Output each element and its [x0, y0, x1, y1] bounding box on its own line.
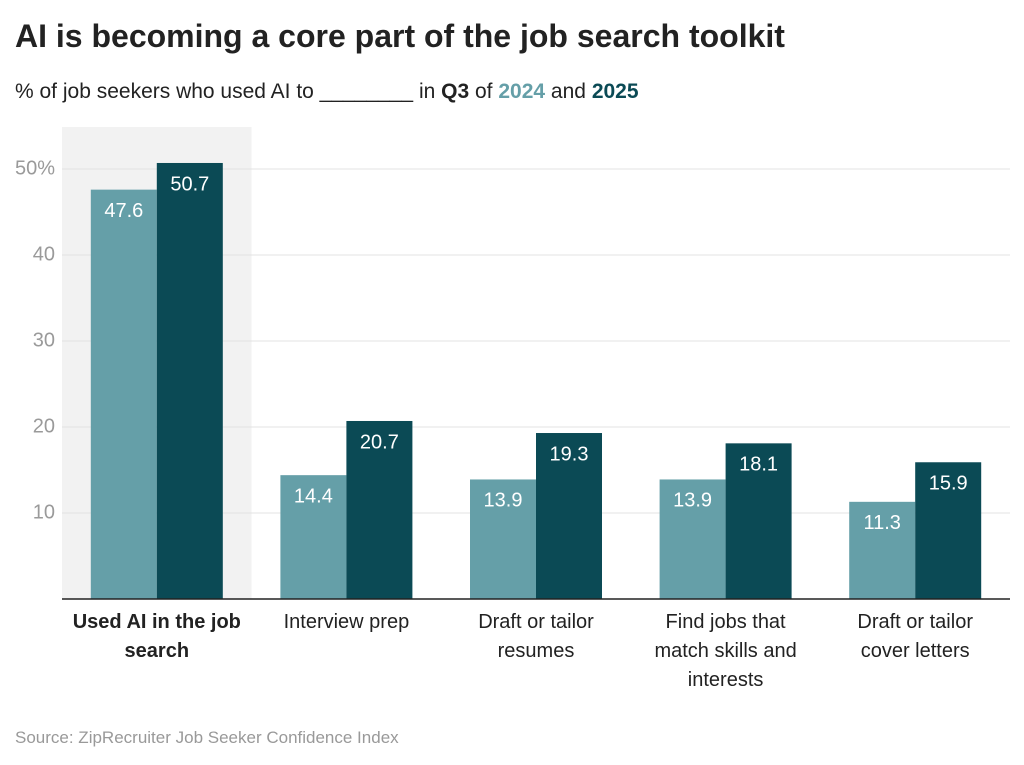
subtitle-text: of	[475, 80, 493, 103]
x-tick-label: Draft or tailor cover letters	[857, 611, 973, 662]
subtitle-text: and	[550, 80, 586, 103]
x-tick-label: Find jobs that match skills and interest…	[654, 611, 797, 691]
value-label: 14.4	[294, 485, 333, 507]
value-label: 11.3	[863, 512, 900, 534]
y-tick-label: 30	[33, 329, 55, 351]
bar	[536, 433, 602, 599]
bar	[849, 501, 916, 599]
subtitle: % of job seekers who used AI to ________…	[15, 80, 639, 104]
bar	[725, 443, 792, 599]
value-label: 18.1	[739, 454, 778, 476]
bar	[470, 479, 536, 599]
y-tick-label: 10	[33, 501, 55, 523]
bar	[346, 420, 413, 599]
value-label: 50.7	[170, 173, 209, 195]
x-tick-label: Interview prep	[283, 611, 410, 633]
bar	[90, 189, 157, 599]
legend-entry: 2024	[498, 80, 546, 103]
bar	[156, 162, 223, 600]
x-tick-label: Used AI in the job search	[72, 611, 241, 662]
source-note: Source: ZipRecruiter Job Seeker Confiden…	[15, 728, 399, 747]
chart-title: AI is becoming a core part of the job se…	[15, 18, 785, 54]
value-label: 20.7	[360, 431, 399, 453]
value-label: 47.6	[104, 200, 143, 222]
subtitle-quarter: Q3	[441, 80, 470, 103]
subtitle-text: % of job seekers who used AI to ________…	[15, 80, 436, 103]
x-tick-label: Draft or tailor resumes	[478, 611, 594, 662]
value-label: 19.3	[550, 443, 589, 465]
y-tick-label: 40	[33, 243, 55, 265]
bar	[915, 462, 982, 599]
value-label: 13.9	[673, 490, 712, 512]
y-tick-label: 20	[33, 415, 55, 437]
value-label: 13.9	[484, 490, 523, 512]
bar	[659, 479, 726, 599]
value-label: 15.9	[929, 473, 968, 495]
bar	[280, 475, 347, 599]
legend-entry: 2025	[591, 80, 639, 103]
y-tick-label: 50%	[15, 157, 55, 179]
